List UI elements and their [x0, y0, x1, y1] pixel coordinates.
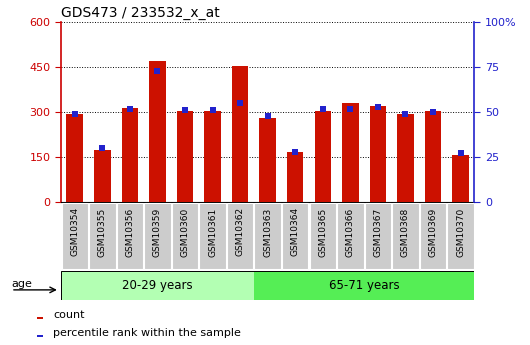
- Text: 20-29 years: 20-29 years: [122, 279, 193, 292]
- Bar: [397, 114, 414, 202]
- Bar: [61, 203, 88, 269]
- Text: GSM10359: GSM10359: [153, 207, 162, 257]
- Text: GSM10363: GSM10363: [263, 207, 272, 257]
- Text: GSM10360: GSM10360: [181, 207, 189, 257]
- Text: GDS473 / 233532_x_at: GDS473 / 233532_x_at: [61, 6, 220, 20]
- Bar: [37, 335, 42, 337]
- Bar: [425, 111, 441, 202]
- Text: GSM10370: GSM10370: [456, 207, 465, 257]
- Bar: [365, 203, 391, 269]
- Text: GSM10356: GSM10356: [126, 207, 134, 257]
- Text: GSM10365: GSM10365: [319, 207, 327, 257]
- Bar: [342, 103, 359, 202]
- Bar: [61, 271, 254, 300]
- Bar: [232, 66, 249, 202]
- Text: GSM10362: GSM10362: [236, 207, 244, 256]
- Bar: [254, 203, 281, 269]
- Bar: [121, 108, 138, 202]
- Text: percentile rank within the sample: percentile rank within the sample: [53, 328, 241, 338]
- Bar: [199, 203, 226, 269]
- Text: GSM10364: GSM10364: [291, 207, 299, 256]
- Bar: [452, 156, 469, 202]
- Bar: [369, 106, 386, 202]
- Bar: [204, 111, 221, 202]
- Text: GSM10355: GSM10355: [98, 207, 107, 257]
- Bar: [227, 203, 253, 269]
- Bar: [66, 114, 83, 202]
- Bar: [117, 203, 143, 269]
- Bar: [337, 203, 364, 269]
- Bar: [37, 317, 42, 319]
- Bar: [420, 203, 446, 269]
- Text: age: age: [11, 279, 32, 289]
- Text: GSM10354: GSM10354: [70, 207, 79, 256]
- Text: count: count: [53, 310, 85, 320]
- Text: GSM10369: GSM10369: [429, 207, 437, 257]
- Bar: [314, 111, 331, 202]
- Bar: [172, 203, 198, 269]
- Bar: [310, 203, 336, 269]
- Bar: [392, 203, 419, 269]
- Text: 65-71 years: 65-71 years: [329, 279, 400, 292]
- Bar: [447, 203, 474, 269]
- Bar: [254, 271, 474, 300]
- Text: GSM10368: GSM10368: [401, 207, 410, 257]
- Bar: [287, 152, 304, 202]
- Text: GSM10367: GSM10367: [374, 207, 382, 257]
- Bar: [89, 203, 116, 269]
- Bar: [176, 111, 193, 202]
- Bar: [94, 149, 111, 202]
- Text: GSM10361: GSM10361: [208, 207, 217, 257]
- Text: GSM10366: GSM10366: [346, 207, 355, 257]
- Bar: [149, 61, 166, 202]
- Bar: [144, 203, 171, 269]
- Bar: [282, 203, 308, 269]
- Bar: [259, 118, 276, 202]
